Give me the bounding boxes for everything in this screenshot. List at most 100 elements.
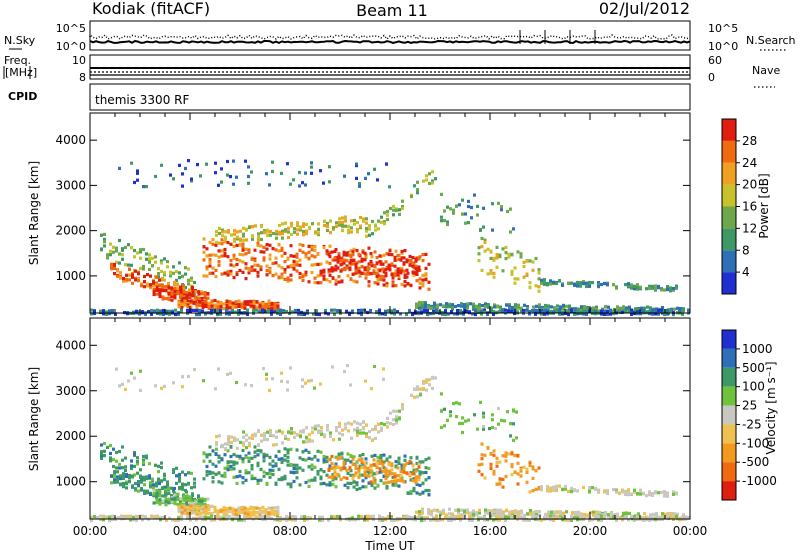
- velocity-cell: [115, 367, 118, 371]
- power-cell: [247, 174, 250, 179]
- power-cell: [361, 250, 365, 254]
- velocity-cell: [424, 478, 428, 482]
- power-cell: [144, 312, 147, 316]
- power-cell: [399, 258, 403, 262]
- velocity-heatmap: [90, 364, 690, 523]
- power-cell: [369, 252, 373, 256]
- velocity-cell: [279, 516, 282, 520]
- velocity-cell: [537, 466, 541, 470]
- power-cell: [364, 176, 367, 180]
- velocity-cell: [549, 518, 552, 522]
- velocity-cell: [673, 512, 676, 516]
- power-cell: [254, 224, 257, 228]
- power-cell: [546, 283, 549, 287]
- velocity-cell: [395, 409, 398, 413]
- power-cell: [247, 271, 251, 275]
- power-cell: [137, 276, 140, 281]
- velocity-cell: [121, 445, 124, 449]
- power-cell: [251, 237, 254, 241]
- power-cell: [399, 269, 403, 273]
- power-cell: [102, 309, 105, 313]
- velocity-cell: [573, 488, 576, 493]
- power-cell: [393, 272, 397, 276]
- velocity-cell: [392, 409, 395, 413]
- power-cell: [364, 276, 368, 280]
- velocity-cell: [447, 518, 450, 522]
- velocity-cell: [276, 505, 280, 509]
- power-cell: [237, 299, 241, 303]
- power-cell: [363, 258, 367, 262]
- power-cell: [562, 307, 565, 311]
- velocity-cell: [378, 518, 381, 522]
- velocity-colorbar-tick: 100: [742, 380, 765, 394]
- power-cell: [154, 255, 157, 259]
- power-cell: [160, 269, 163, 273]
- velocity-cell: [116, 480, 119, 484]
- power-cell: [247, 250, 251, 254]
- power-cell: [654, 284, 657, 288]
- velocity-cell: [574, 511, 577, 515]
- velocity-cell: [203, 498, 207, 503]
- power-cell: [445, 305, 448, 309]
- power-cell: [235, 272, 239, 277]
- power-cell: [121, 248, 124, 252]
- power-cell: [510, 272, 514, 276]
- power-cell: [228, 310, 231, 314]
- power-cell: [360, 308, 363, 312]
- velocity-cell: [443, 407, 446, 411]
- velocity-cell: [507, 452, 511, 456]
- velocity-cell: [413, 387, 416, 391]
- power-cell: [172, 271, 175, 275]
- power-cell: [347, 224, 350, 228]
- power-cell: [163, 273, 166, 277]
- velocity-cell: [131, 484, 134, 488]
- power-cell: [354, 267, 358, 271]
- velocity-cell: [366, 518, 369, 522]
- velocity-cell: [504, 459, 508, 463]
- velocity-cell: [480, 442, 484, 446]
- velocity-cell: [286, 455, 290, 459]
- power-cell: [622, 305, 625, 309]
- velocity-cell: [164, 493, 168, 497]
- velocity-cell: [183, 505, 187, 509]
- velocity-cell: [385, 485, 389, 489]
- power-cell: [482, 225, 485, 229]
- power-cell: [609, 312, 612, 316]
- power-cell: [336, 257, 340, 261]
- power-cell: [261, 306, 265, 310]
- power-cell: [624, 283, 627, 287]
- power-cell: [390, 309, 393, 313]
- velocity-cell: [307, 479, 311, 483]
- power-cell: [149, 274, 152, 278]
- velocity-cell: [229, 464, 233, 468]
- velocity-cell: [284, 434, 287, 438]
- velocity-cell: [216, 509, 220, 513]
- velocity-cell: [228, 515, 231, 519]
- velocity-cell: [273, 518, 276, 522]
- velocity-cell: [365, 432, 368, 436]
- velocity-cell: [214, 452, 218, 456]
- power-cell: [401, 206, 404, 211]
- power-cell: [376, 282, 380, 286]
- velocity-cell: [616, 512, 619, 516]
- power-cell: [337, 275, 341, 279]
- velocity-cell: [607, 513, 610, 517]
- power-cell: [161, 289, 165, 293]
- power-cell: [305, 229, 308, 233]
- power-cell: [642, 309, 645, 313]
- power-cell: [260, 231, 263, 235]
- velocity-cell: [165, 518, 168, 522]
- velocity-cell: [122, 481, 125, 486]
- power-cell: [127, 243, 130, 247]
- velocity-cell: [262, 367, 265, 371]
- velocity-cell: [141, 518, 144, 522]
- power-cell: [239, 237, 242, 241]
- power-cell: [319, 269, 323, 273]
- power-cell: [202, 274, 206, 278]
- velocity-cell: [409, 478, 413, 482]
- power-cell: [520, 306, 523, 310]
- power-cell: [262, 256, 266, 260]
- velocity-cell: [113, 480, 116, 484]
- power-cell: [510, 252, 514, 256]
- velocity-cell: [406, 491, 410, 495]
